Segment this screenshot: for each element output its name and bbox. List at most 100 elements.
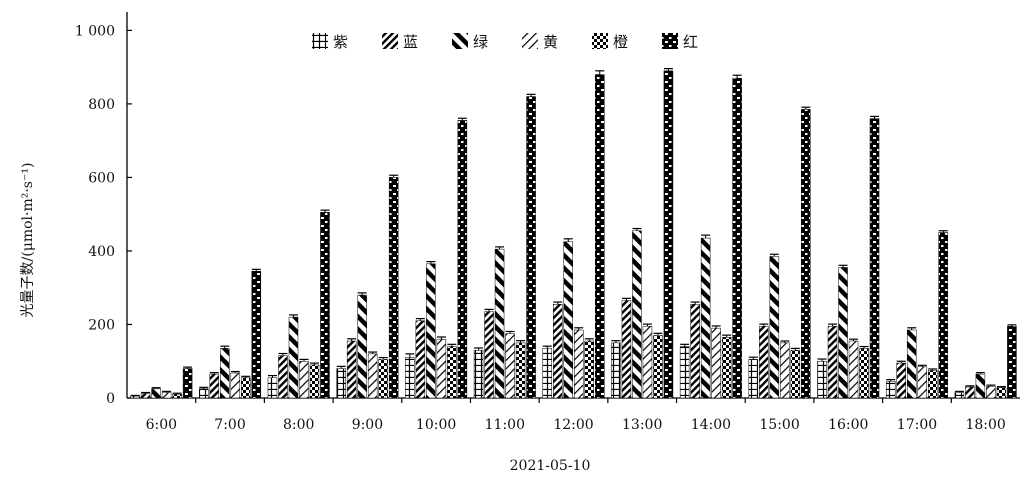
bar [515, 342, 526, 399]
axes: 0 200 400 600 800 1 000 6:00 7:00 8:00 9:00 10:00 1… [75, 12, 1020, 433]
bars [130, 68, 1017, 399]
bar [336, 368, 346, 399]
legend-label: 橙 [613, 33, 628, 51]
bar [447, 346, 457, 399]
bar [299, 360, 309, 399]
legend-label: 蓝 [403, 33, 418, 51]
bar [700, 237, 711, 399]
x-tick-label: 17:00 [897, 417, 937, 433]
bar [690, 304, 700, 399]
legend-label: 红 [683, 33, 698, 51]
legend-swatch [522, 33, 538, 49]
bar [732, 77, 742, 399]
bar [278, 355, 288, 399]
bar [574, 329, 584, 399]
bar [621, 300, 632, 399]
x-tick-label: 18:00 [965, 417, 1005, 433]
bar [484, 311, 494, 399]
bar [320, 212, 330, 399]
x-tick-label: 12:00 [553, 417, 593, 433]
legend-swatch [382, 33, 398, 49]
bar [563, 241, 573, 399]
y-axis-label: 光量子数/(μmol·m²·s⁻¹) [20, 163, 36, 318]
bar [1007, 326, 1017, 399]
y-tick-label: 0 [106, 391, 115, 407]
bar [996, 387, 1007, 399]
bar [927, 370, 938, 399]
bar [241, 377, 251, 399]
bar [711, 327, 721, 399]
bar [426, 263, 436, 399]
legend-label: 黄 [543, 33, 558, 51]
y-tick-label: 400 [88, 244, 115, 260]
bar [595, 74, 605, 399]
bar [505, 333, 515, 399]
bar [309, 364, 320, 399]
bar [457, 120, 468, 399]
x-tick-label: 14:00 [691, 417, 731, 433]
bar [251, 270, 262, 399]
x-tick-label: 6:00 [146, 417, 177, 433]
x-tick-label: 15:00 [759, 417, 799, 433]
bar [542, 348, 552, 399]
bar [642, 326, 653, 399]
x-tick-label: 9:00 [352, 417, 383, 433]
bar [357, 294, 367, 399]
bar [172, 394, 182, 399]
bar [161, 392, 172, 399]
bar [848, 340, 859, 399]
bar [917, 366, 927, 399]
bar [769, 256, 780, 399]
bar [801, 109, 811, 399]
bar [140, 393, 151, 399]
bar [817, 360, 827, 399]
x-tick-label: 16:00 [828, 417, 868, 433]
legend-swatch [662, 33, 678, 49]
bar [759, 326, 769, 399]
y-tick-label: 1 000 [75, 23, 115, 39]
legend-swatch [312, 33, 328, 49]
y-tick-label: 200 [88, 317, 115, 333]
bar [436, 338, 447, 399]
bar [679, 346, 690, 399]
legend: 紫蓝绿黄橙红 [312, 33, 698, 51]
bar [288, 316, 299, 399]
bar [838, 267, 848, 399]
bar [906, 329, 917, 399]
x-tick-label: 7:00 [214, 417, 245, 433]
bar [230, 372, 241, 399]
bar [209, 373, 220, 399]
y-tick-label: 800 [88, 97, 115, 113]
x-tick-label: 13:00 [622, 417, 662, 433]
bar [827, 326, 838, 399]
bar [130, 395, 140, 399]
x-axis-label: 2021-05-10 [510, 458, 591, 474]
legend-swatch [452, 33, 468, 49]
bar [663, 70, 674, 399]
bar [584, 340, 594, 399]
bar [611, 342, 621, 399]
bar [151, 388, 161, 399]
bar [267, 377, 278, 399]
bar [896, 362, 906, 399]
bar [780, 342, 790, 399]
bar [367, 353, 378, 399]
bar [220, 348, 230, 399]
bar [346, 340, 357, 399]
bar [721, 337, 732, 399]
bar [494, 248, 505, 399]
bar [553, 304, 563, 399]
y-tick-label: 600 [88, 170, 115, 186]
bar [869, 118, 880, 399]
bar [986, 385, 996, 399]
bar [388, 177, 399, 399]
bar [405, 357, 415, 399]
bar [199, 388, 209, 399]
legend-label: 紫 [333, 33, 348, 51]
bar [859, 348, 869, 399]
bar [415, 320, 426, 399]
legend-label: 绿 [473, 33, 488, 51]
bar [526, 96, 536, 399]
